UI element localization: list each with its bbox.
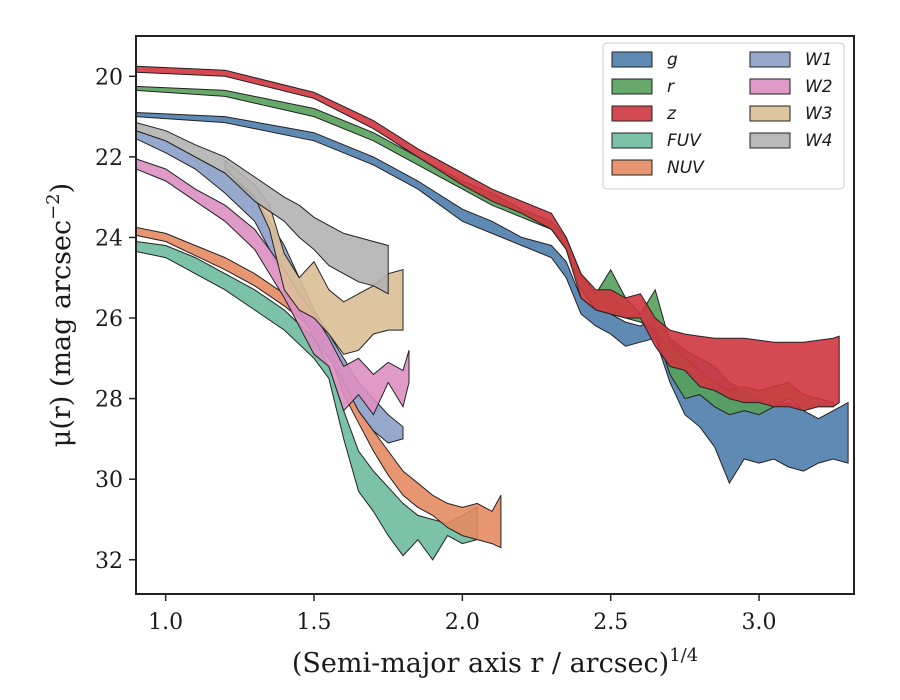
- y-tick-label: 24: [95, 226, 123, 251]
- y-axis-label: μ(r) (mag arcsec−2): [43, 183, 77, 447]
- legend-label-w2: W2: [805, 77, 833, 97]
- legend-swatch-r: [611, 78, 653, 95]
- x-tick-label: 1.5: [297, 610, 332, 635]
- x-tick-label: 3.0: [742, 610, 777, 635]
- legend-swatch-w2: [749, 78, 791, 95]
- x-tick-label: 2.0: [445, 610, 480, 635]
- legend-label-g: g: [667, 50, 678, 70]
- series-bands: [136, 65, 849, 561]
- series-band-g: [136, 111, 849, 485]
- legend-label-nuv: NUV: [667, 158, 705, 178]
- y-tick-label: 30: [95, 468, 123, 493]
- y-axis-label-tail: ): [46, 183, 77, 194]
- y-tick-label: 22: [95, 146, 123, 171]
- y-tick-label: 26: [95, 307, 123, 332]
- legend-swatch-g: [611, 51, 653, 68]
- legend-label-w3: W3: [805, 104, 833, 124]
- series-band-w2: [136, 158, 410, 416]
- y-tick-label: 20: [95, 65, 123, 90]
- y-axis-ticks: 20 22 24 26 28 30 32: [95, 65, 136, 574]
- x-tick-label: 1.0: [148, 610, 183, 635]
- legend-swatch-w4: [749, 132, 791, 149]
- series-band-z: [136, 65, 840, 412]
- legend-swatch-nuv: [611, 159, 653, 176]
- x-axis-label-text: (Semi-major axis r / arcsec): [292, 648, 669, 679]
- legend-label-z: z: [666, 104, 677, 124]
- legend-swatch-w1: [749, 51, 791, 68]
- legend: grz FUV NUV W1 W2 W3 W4: [602, 42, 845, 190]
- series-band-w4: [136, 122, 389, 295]
- x-axis-label: (Semi-major axis r / arcsec)1/4: [292, 645, 698, 679]
- x-axis-ticks: 1.0 1.5 2.0 2.5 3.0: [148, 594, 777, 635]
- legend-swatch-w3: [749, 105, 791, 122]
- plot-frame: [135, 35, 855, 595]
- x-tick-label: 2.5: [593, 610, 628, 635]
- legend-swatch-z: [611, 105, 653, 122]
- y-axis-label-text: μ(r) (mag arcsec: [46, 220, 77, 447]
- y-tick-label: 32: [95, 549, 123, 574]
- legend-label-fuv: FUV: [667, 131, 702, 151]
- legend-swatch-fuv: [611, 132, 653, 149]
- legend-label-r: r: [667, 77, 675, 97]
- x-axis-label-exponent: 1/4: [669, 645, 698, 666]
- y-axis-label-exponent: −2: [43, 193, 64, 220]
- legend-label-w4: W4: [805, 131, 833, 151]
- legend-label-w1: W1: [805, 50, 833, 70]
- y-tick-label: 28: [95, 388, 123, 413]
